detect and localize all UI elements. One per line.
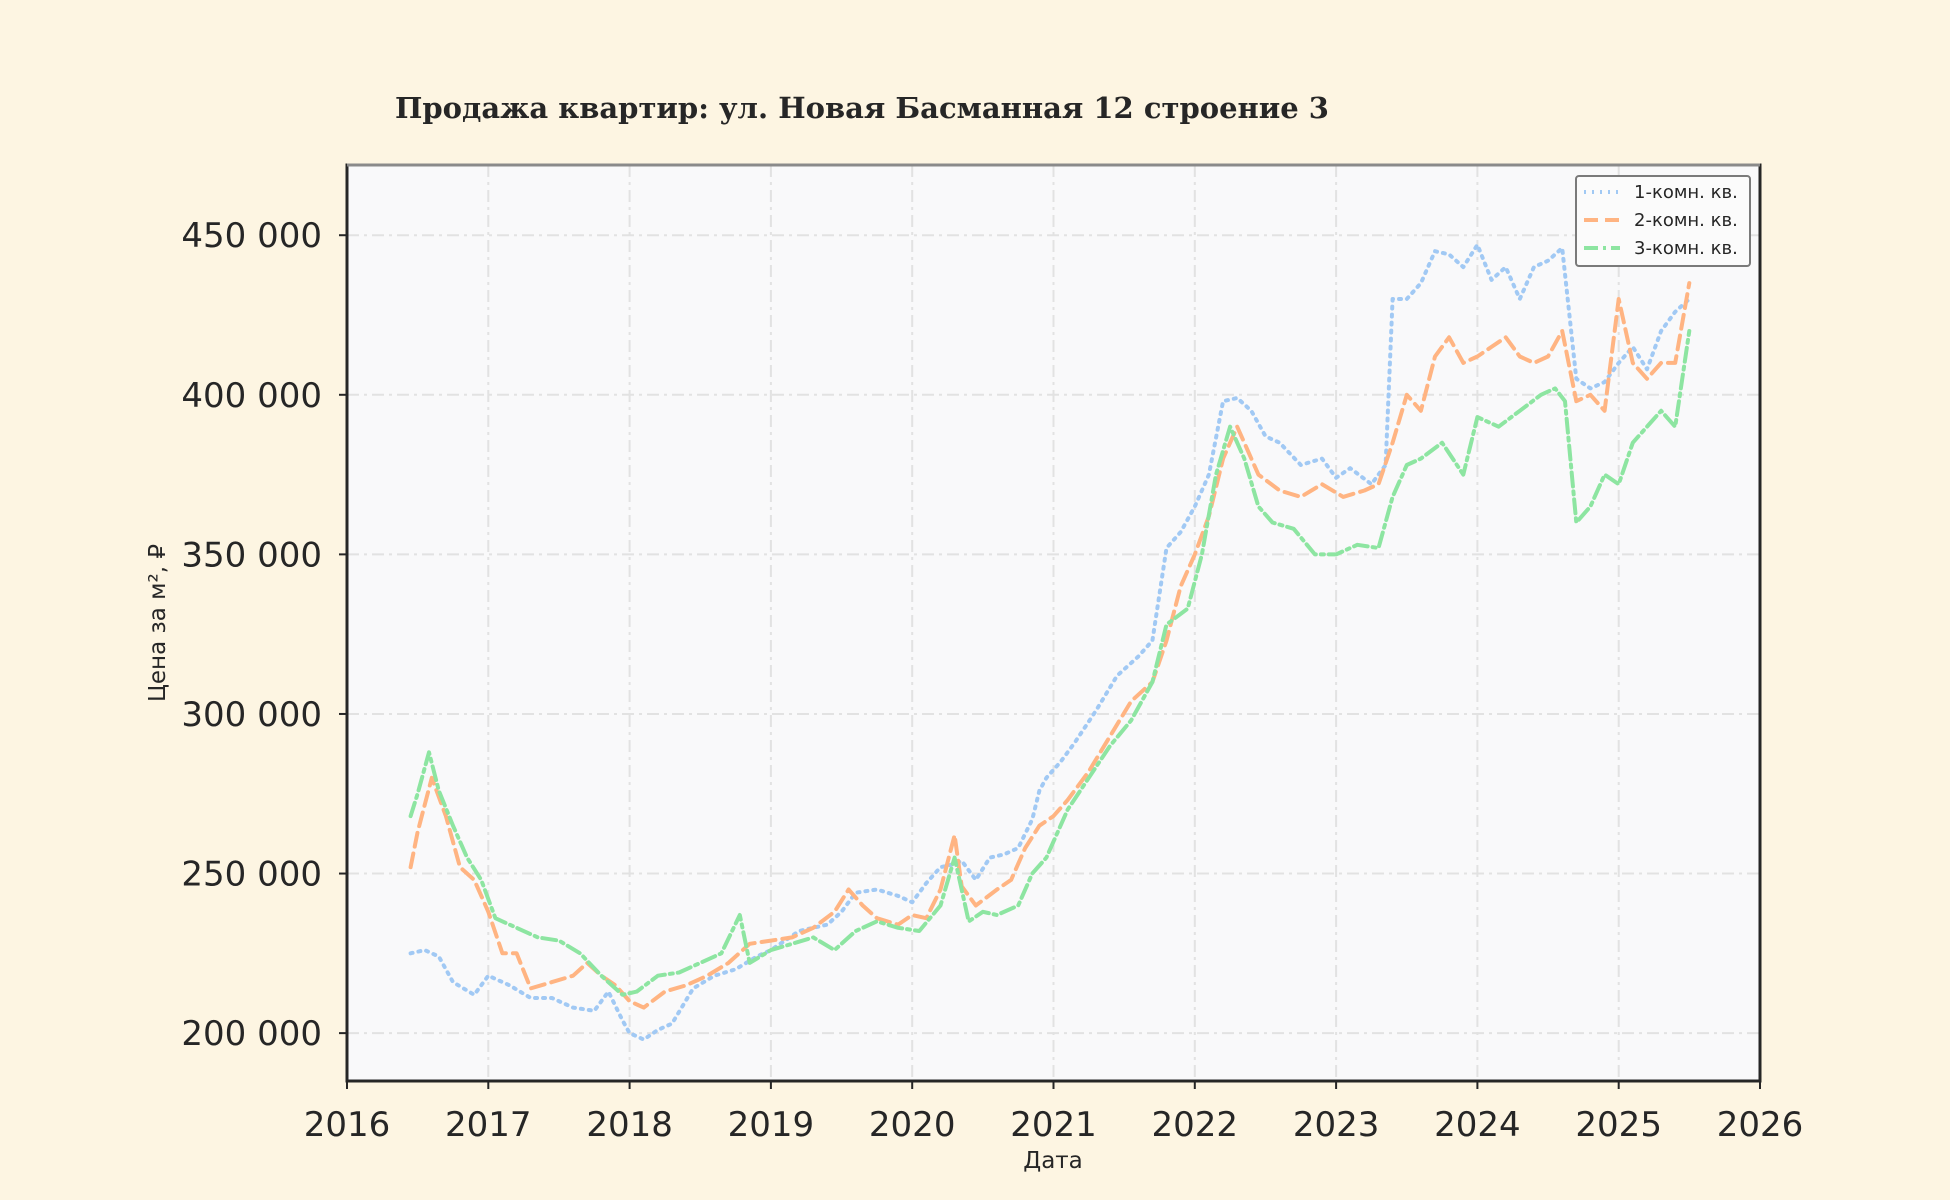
y-tick-label: 400 000 (181, 376, 322, 416)
legend-label-1: 1-комн. кв. (1634, 182, 1738, 203)
legend-label-2: 2-комн. кв. (1634, 210, 1738, 231)
y-tick-label: 250 000 (181, 855, 322, 895)
x-tick-label: 2017 (445, 1105, 532, 1145)
y-tick-label: 200 000 (181, 1014, 322, 1054)
x-tick-label: 2024 (1434, 1105, 1521, 1145)
chart-title: Продажа квартир: ул. Новая Басманная 12 … (395, 91, 1329, 125)
x-axis-ticks: 2016 2017 2018 2019 2020 2021 2022 2023 2024 2025… (304, 1081, 1804, 1145)
x-tick-label: 2019 (728, 1105, 815, 1145)
series-line-3 (408, 329, 1692, 997)
x-tick-label: 2016 (304, 1105, 391, 1145)
x-tick-label: 2022 (1152, 1105, 1239, 1145)
legend: 1-комн. кв. 2-комн. кв. 3-комн. кв. (1575, 175, 1751, 267)
series-line-2 (408, 281, 1692, 1010)
y-tick-label: 450 000 (181, 216, 322, 256)
x-tick-label: 2021 (1010, 1105, 1097, 1145)
x-axis-label: Дата (1023, 1148, 1083, 1174)
x-tick-label: 2025 (1575, 1105, 1662, 1145)
x-tick-label: 2018 (586, 1105, 673, 1145)
series-layer (408, 242, 1692, 1042)
series-line-1 (408, 242, 1692, 1042)
legend-box (1575, 175, 1751, 267)
x-tick-label: 2023 (1293, 1105, 1380, 1145)
x-tick-label: 2020 (869, 1105, 956, 1145)
y-axis-ticks: 200 000 250 000 300 000 350 000 400 000 450 0… (181, 216, 347, 1054)
x-tick-label: 2026 (1717, 1105, 1804, 1145)
y-tick-label: 350 000 (181, 535, 322, 575)
legend-label-3: 3-комн. кв. (1634, 238, 1738, 259)
y-tick-label: 300 000 (181, 695, 322, 735)
y-axis-label: Цена за м², ₽ (145, 544, 171, 702)
